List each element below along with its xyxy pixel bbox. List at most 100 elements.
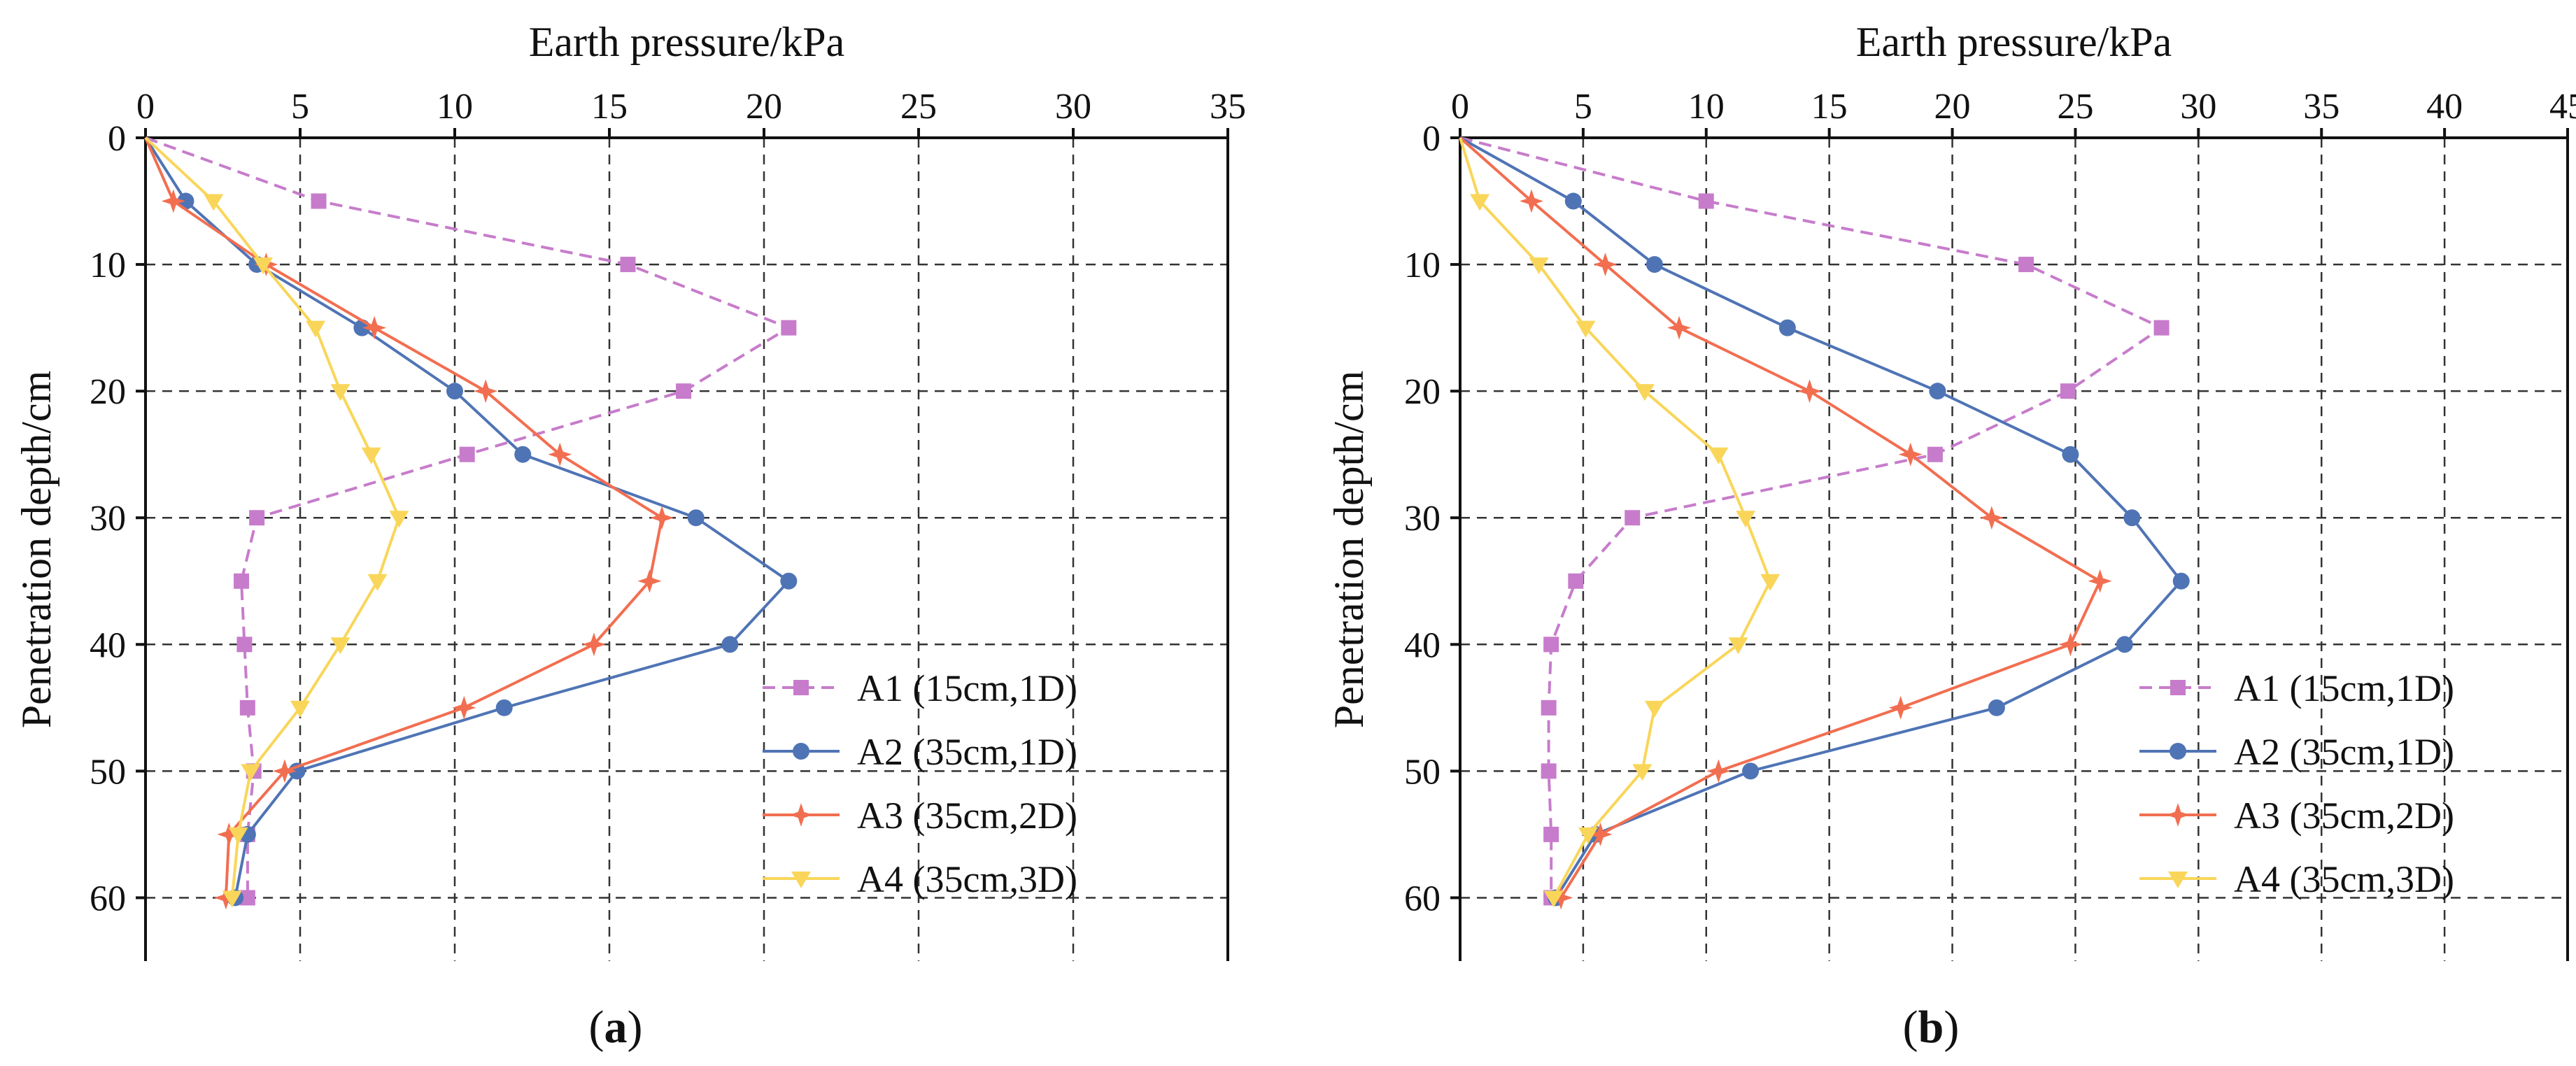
legend-swatch-marker	[2166, 803, 2190, 827]
x-tick-label: 5	[1574, 87, 1592, 127]
y-tick-label: 60	[90, 879, 126, 918]
data-point	[548, 442, 572, 467]
legend-label: A2 (35cm,1D)	[857, 731, 1077, 773]
data-point	[1543, 637, 1559, 653]
data-point	[474, 379, 498, 404]
data-point	[446, 383, 463, 400]
legend-label: A2 (35cm,1D)	[2234, 731, 2454, 773]
data-point	[330, 637, 351, 655]
data-point	[330, 384, 351, 401]
data-point	[1588, 822, 1613, 846]
data-point	[2060, 383, 2076, 399]
data-point	[620, 257, 636, 273]
data-point	[1576, 320, 1596, 338]
data-point	[272, 759, 297, 783]
data-point	[213, 886, 238, 910]
legend-swatch-marker	[793, 743, 809, 760]
data-point	[781, 320, 797, 336]
data-point	[495, 699, 513, 716]
x-tick-label: 15	[591, 87, 628, 127]
legend-label: A1 (15cm,1D)	[857, 667, 1077, 709]
data-point	[2018, 257, 2034, 273]
data-point	[459, 446, 475, 462]
data-point	[452, 695, 476, 720]
y-axis-title: Penetration depth/cm	[1326, 371, 1372, 729]
data-point	[1564, 192, 1582, 210]
legend-label: A3 (35cm,2D)	[857, 795, 1077, 837]
data-point	[217, 822, 241, 846]
data-point	[1760, 574, 1781, 591]
y-tick-label: 50	[1404, 752, 1441, 792]
data-point	[1708, 447, 1729, 464]
data-point	[1568, 573, 1584, 589]
y-tick-label: 10	[1404, 246, 1441, 285]
legend-label: A3 (35cm,2D)	[2234, 795, 2454, 837]
x-tick-label: 20	[746, 87, 782, 127]
y-tick-label: 30	[90, 499, 126, 539]
y-tick-label: 0	[108, 119, 126, 159]
data-point	[721, 636, 739, 653]
legend-swatch-marker	[793, 680, 809, 695]
data-point	[780, 572, 798, 590]
data-point	[1470, 194, 1490, 211]
y-tick-label: 20	[90, 372, 126, 412]
x-tick-label: 45	[2549, 87, 2576, 127]
x-tick-label: 40	[2426, 87, 2463, 127]
data-point	[1593, 253, 1618, 277]
x-tick-label: 15	[1811, 87, 1848, 127]
chart-panel-a: 0 5 10 15 20 25 30 35 0 10 20 30 40 50 60 Earth pressur…	[13, 19, 1246, 961]
x-tick-label: 30	[2180, 87, 2216, 127]
x-tick-label: 25	[2057, 87, 2093, 127]
data-point	[2172, 572, 2190, 590]
data-point	[239, 699, 255, 716]
y-axis-title: Penetration depth/cm	[13, 371, 59, 729]
data-point	[362, 315, 387, 340]
data-point	[1698, 193, 1714, 209]
x-axis-title: Earth pressure/kPa	[529, 19, 845, 65]
data-point	[222, 890, 242, 908]
legend-swatch-marker	[791, 872, 811, 888]
data-point	[1797, 379, 1822, 404]
legend-swatch-marker	[789, 803, 813, 827]
y-tick-label: 30	[1404, 499, 1441, 539]
x-axis-title: Earth pressure/kPa	[1856, 19, 2172, 65]
panel-label-b: (b)	[1903, 1002, 1960, 1053]
data-point	[1634, 384, 1655, 401]
data-point	[161, 189, 185, 213]
y-tick-label: 60	[1404, 879, 1441, 918]
data-point	[1520, 189, 1543, 213]
legend-swatch-marker	[2170, 743, 2186, 760]
x-tick-label: 10	[437, 87, 473, 127]
data-point	[389, 511, 409, 528]
data-point	[1543, 826, 1559, 842]
data-point	[1549, 886, 1573, 910]
data-point	[2062, 446, 2079, 463]
data-point	[1706, 759, 1731, 783]
x-tick-label: 25	[900, 87, 937, 127]
data-point	[253, 257, 273, 275]
legend-label: A4 (35cm,3D)	[857, 858, 1077, 900]
data-point	[1541, 699, 1557, 716]
data-point	[241, 764, 261, 781]
data-point	[1632, 764, 1653, 781]
data-point	[1667, 315, 1692, 340]
data-point	[228, 827, 248, 844]
data-point	[687, 509, 705, 527]
data-point	[361, 447, 381, 464]
data-point	[1728, 637, 1748, 655]
data-point	[1578, 827, 1598, 844]
data-point	[514, 446, 532, 463]
data-point	[581, 632, 606, 657]
data-point	[1888, 695, 1913, 720]
legend-label: A4 (35cm,3D)	[2234, 858, 2454, 900]
data-point	[1988, 699, 2005, 716]
data-point	[1742, 762, 1760, 780]
data-point	[1736, 511, 1756, 528]
x-tick-label: 0	[1451, 87, 1469, 127]
data-point	[367, 574, 388, 591]
x-tick-label: 5	[291, 87, 309, 127]
x-tick-label: 30	[1055, 87, 1091, 127]
data-point	[1541, 763, 1557, 779]
data-point	[236, 637, 253, 653]
